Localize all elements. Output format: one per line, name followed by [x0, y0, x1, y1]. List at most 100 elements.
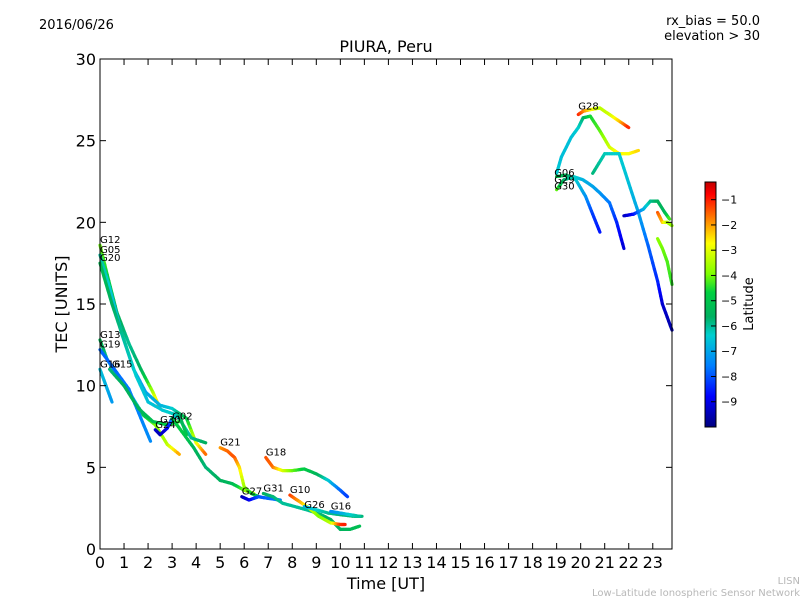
prn-label: G06: [554, 168, 574, 179]
y-tick-label: 5: [86, 458, 96, 477]
prn-label: G13: [100, 330, 120, 341]
series-g29: [554, 173, 602, 234]
x-tick-label: 22: [619, 553, 639, 572]
series-g16: [329, 509, 362, 518]
trace-segment: [183, 429, 189, 437]
prn-label: G31: [263, 484, 283, 495]
prn-label: G05: [100, 245, 120, 256]
colorbar-tick-label: −3: [721, 244, 737, 257]
y-tick-label: 0: [86, 540, 96, 559]
prn-label: G28: [578, 101, 598, 112]
x-tick-label: 18: [522, 553, 542, 572]
y-tick-label: 10: [76, 377, 96, 396]
series-g06: [554, 114, 641, 175]
colorbar-tick-label: −4: [721, 269, 737, 282]
series-g21: [218, 446, 261, 499]
trace-segment: [667, 216, 672, 221]
prn-label: G29: [554, 175, 574, 186]
x-tick-label: 12: [378, 553, 398, 572]
prn-label: G15: [112, 359, 132, 370]
colorbar-tick-label: −8: [721, 370, 737, 383]
prn-label: G20: [100, 253, 120, 264]
colorbar-tick-label: −1: [721, 194, 737, 207]
series-g31: [261, 491, 362, 532]
x-tick-label: 16: [474, 553, 494, 572]
x-tick-label: 2: [143, 553, 153, 572]
prn-label: G30: [554, 181, 574, 192]
y-tick-label: 15: [76, 295, 96, 314]
trace-segment: [175, 451, 181, 456]
x-axis-label: Time [UT]: [346, 574, 425, 593]
x-tick-label: 10: [330, 553, 350, 572]
footer-long: Low-Latitude Ionospheric Sensor Network: [592, 588, 800, 599]
x-tick-label: 23: [643, 553, 663, 572]
series-g18: [264, 455, 350, 499]
prn-label: G16: [331, 501, 351, 512]
x-tick-label: 13: [402, 553, 422, 572]
prn-label: G18: [266, 448, 286, 459]
prn-label: G12: [100, 235, 120, 246]
series-g25b: [622, 199, 672, 221]
colorbar-tick-label: −2: [721, 219, 737, 232]
series-g16b: [98, 367, 114, 404]
x-tick-label: 11: [354, 553, 374, 572]
elevation-label: elevation > 30: [664, 29, 760, 44]
x-tick-label: 21: [595, 553, 615, 572]
trace-segment: [621, 242, 626, 251]
series-g13: [98, 338, 181, 456]
prn-label: G27: [242, 487, 262, 498]
prn-label: G21: [220, 438, 240, 449]
colorbar-tick-label: −5: [721, 295, 737, 308]
y-tick-label: 20: [76, 213, 96, 232]
colorbar-tick-label: −9: [721, 396, 737, 409]
x-tick-label: 3: [167, 553, 177, 572]
x-tick-label: 0: [95, 553, 105, 572]
x-tick-label: 5: [215, 553, 225, 572]
prn-label: G26: [304, 500, 324, 511]
series-g30: [554, 175, 626, 251]
trace-segment: [635, 148, 641, 153]
trace-segment: [597, 227, 602, 234]
x-tick-label: 6: [239, 553, 249, 572]
colorbar-tick-label: −7: [721, 345, 737, 358]
x-tick-label: 8: [287, 553, 297, 572]
prn-label: G24: [155, 420, 175, 431]
trace-segment: [175, 420, 181, 424]
x-tick-label: 15: [450, 553, 470, 572]
trace-segment: [109, 397, 114, 404]
y-tick-label: 25: [76, 132, 96, 151]
y-axis-label: TEC [UNITS]: [52, 256, 71, 354]
colorbar: [704, 181, 717, 428]
series-g23: [655, 237, 674, 286]
x-tick-label: 17: [498, 553, 518, 572]
x-tick-label: 7: [263, 553, 273, 572]
plot-frame: [99, 58, 673, 550]
x-tick-label: 19: [546, 553, 566, 572]
series-g20: [98, 261, 208, 445]
x-tick-label: 14: [426, 553, 446, 572]
prn-label: G10: [290, 485, 310, 496]
series-g28: [576, 106, 631, 130]
trace-segment: [201, 440, 208, 445]
trace-segment: [147, 435, 153, 443]
series-g12: [98, 243, 162, 411]
y-tick-label: 30: [76, 50, 96, 69]
colorbar-tick-label: −6: [721, 320, 737, 333]
date-label: 2016/06/26: [39, 18, 114, 33]
trace-segment: [344, 494, 350, 499]
x-tick-label: 20: [570, 553, 590, 572]
prn-label: G30: [160, 415, 180, 426]
footer-short: LISN: [777, 576, 800, 587]
series-g25a: [591, 152, 674, 332]
x-tick-label: 4: [191, 553, 201, 572]
prn-label: G02: [172, 412, 192, 423]
bias-label: rx_bias = 50.0: [666, 14, 760, 29]
prn-label: G19: [100, 340, 120, 351]
chart-title: PIURA, Peru: [339, 37, 433, 56]
prn-label: G16: [100, 359, 120, 370]
x-tick-label: 1: [119, 553, 129, 572]
colorbar-label: Latitude: [742, 277, 757, 331]
x-tick-label: 9: [311, 553, 321, 572]
trace-segment: [202, 450, 208, 456]
